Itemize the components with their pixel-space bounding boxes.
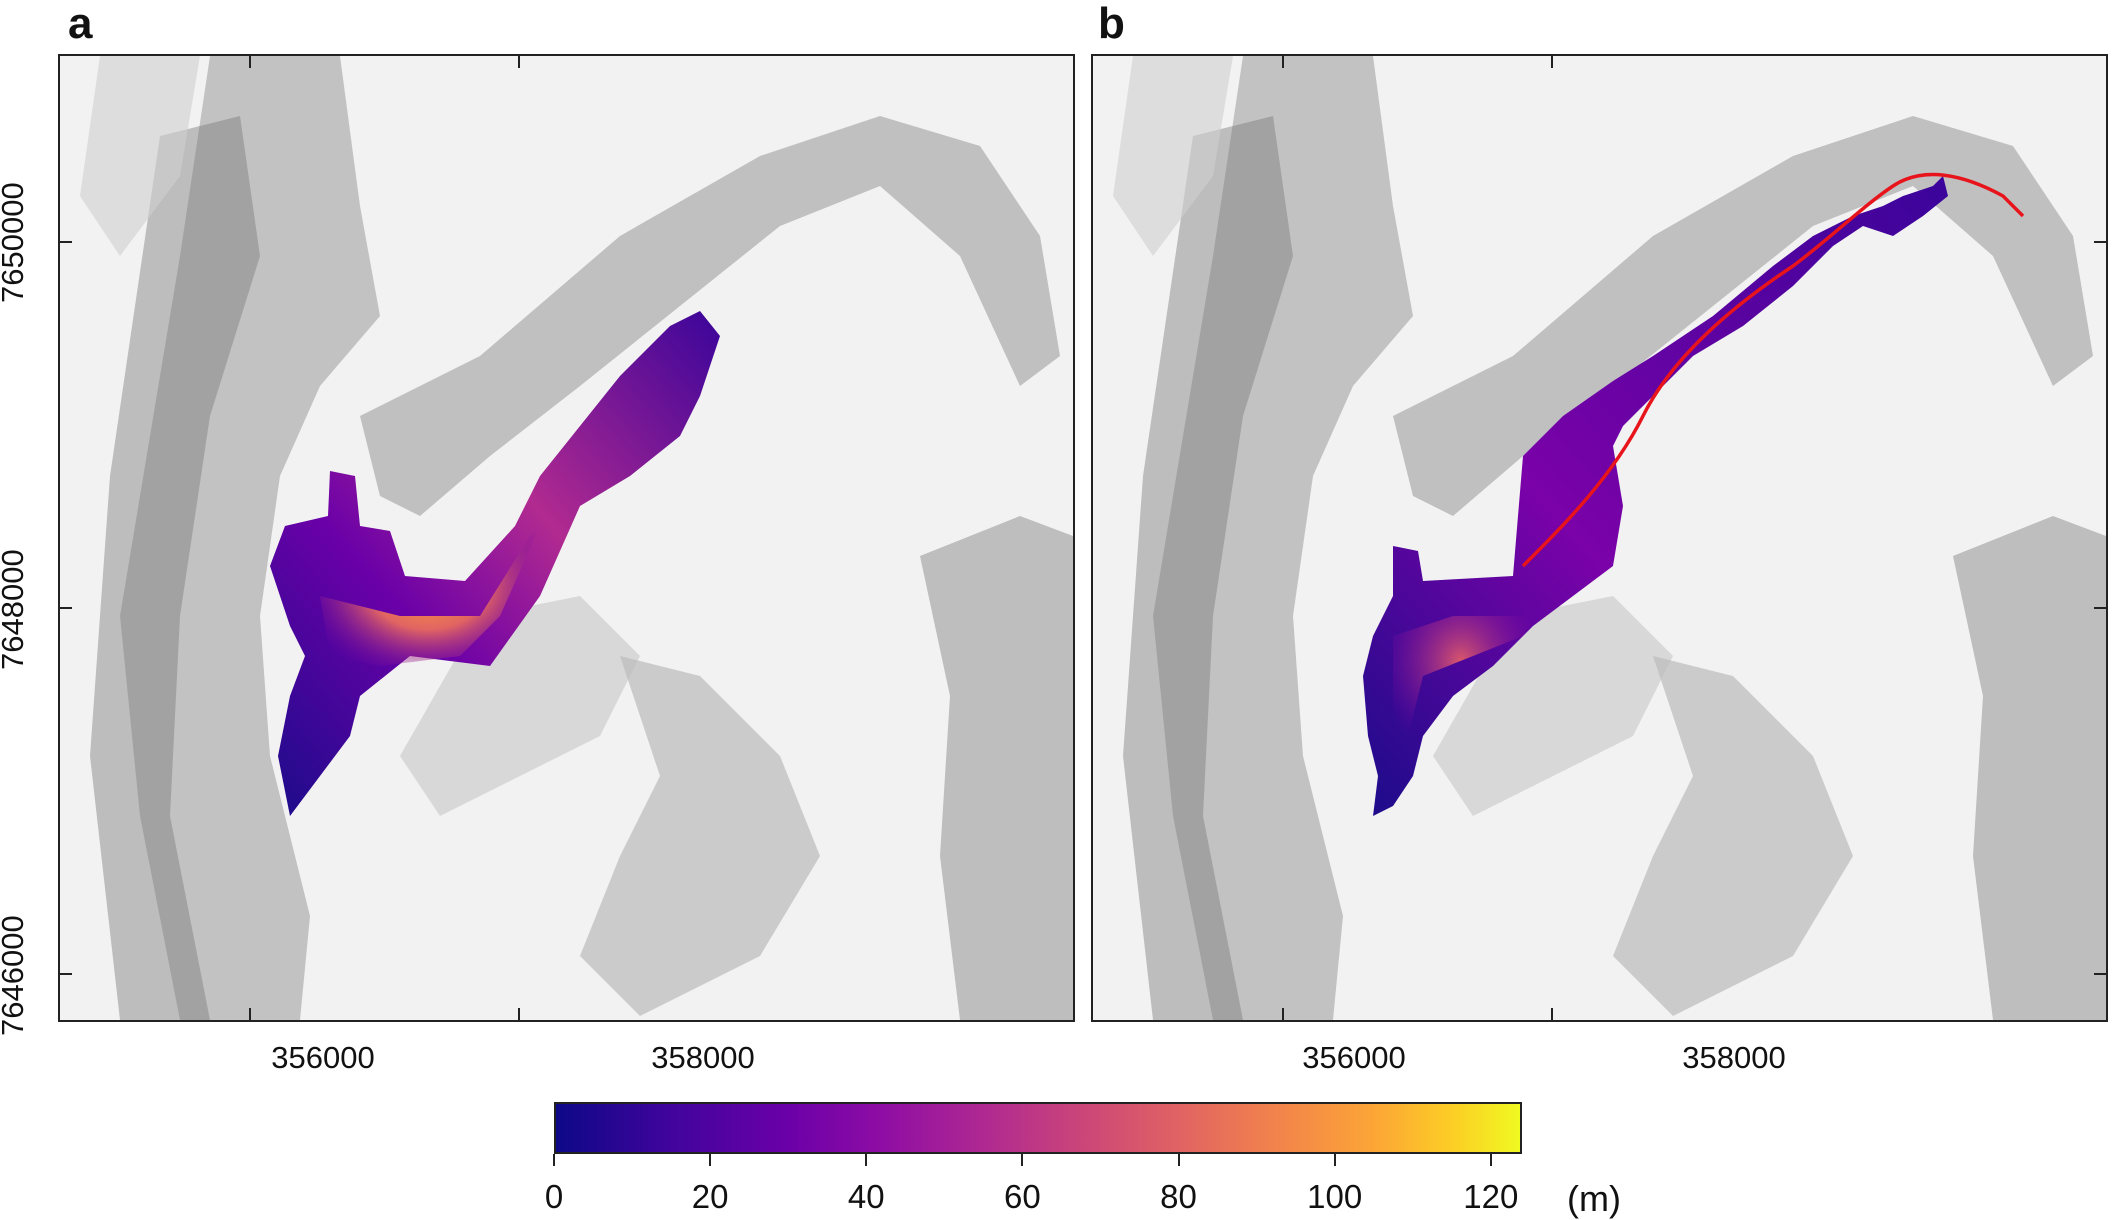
panel-b-letter: b: [1098, 0, 1125, 48]
colorbar-tick-label: 80: [1160, 1178, 1197, 1215]
colorbar-tick-label: 0: [544, 1178, 564, 1215]
runout-line: [1521, 172, 2025, 568]
map-panel-b: [1091, 54, 2108, 1022]
colorbar-tick-label: 100: [1307, 1178, 1363, 1215]
x-tick-label: 356000: [271, 1040, 375, 1075]
y-tick-label: 7646000: [0, 915, 30, 1036]
colorbar-tick-mark: [1333, 1154, 1336, 1166]
hillshade-map-a: [60, 56, 1073, 1020]
y-tick-label: 7650000: [0, 182, 30, 303]
y-tick-label: 7648000: [0, 549, 30, 670]
x-tick-label: 358000: [651, 1040, 755, 1075]
colorbar-tick-mark: [553, 1154, 555, 1166]
colorbar-tick-label: 60: [1004, 1178, 1041, 1215]
panel-a-letter: a: [68, 0, 93, 48]
map-panel-a: [58, 54, 1075, 1022]
hillshade-map-b: [1093, 56, 2106, 1020]
x-tick-label: 358000: [1682, 1040, 1786, 1075]
x-tick-label: 356000: [1302, 1040, 1406, 1075]
colorbar-tick-label: 120: [1463, 1178, 1519, 1215]
colorbar: [554, 1102, 1522, 1154]
colorbar-tick-mark: [709, 1154, 712, 1166]
colorbar-tick-mark: [1021, 1154, 1024, 1166]
colorbar-unit: (m): [1567, 1178, 1621, 1219]
colorbar-tick-label: 20: [691, 1178, 729, 1215]
colorbar-tick-mark: [1489, 1154, 1492, 1166]
colorbar-tick-label: 40: [847, 1178, 885, 1215]
colorbar-tick-mark: [865, 1154, 868, 1166]
colorbar-tick-mark: [1177, 1154, 1180, 1166]
